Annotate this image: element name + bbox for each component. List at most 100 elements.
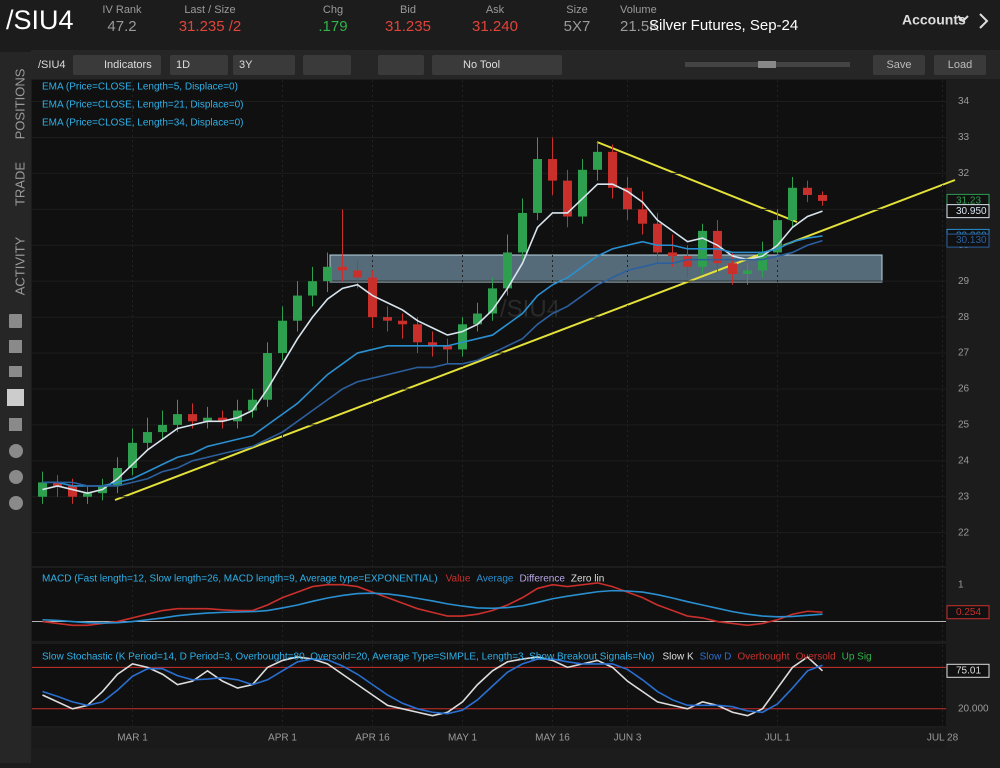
candle-body xyxy=(458,324,467,350)
plots: MAR 1 APR 1 APR 16 MAY 1 MAY 16 JUN 3 JUL 1 JUL… xyxy=(32,80,990,744)
icon[interactable] xyxy=(9,418,22,431)
icon[interactable] xyxy=(9,470,23,484)
y-tick-label: 28 xyxy=(958,312,970,323)
candle-body xyxy=(683,256,692,267)
stoch-panel xyxy=(32,644,946,726)
downtrend-line[interactable] xyxy=(596,141,798,223)
candle-body xyxy=(263,353,272,400)
y-tick-label: 32 xyxy=(958,168,970,179)
watermark: /SIU4 xyxy=(500,295,560,322)
candle-body xyxy=(428,342,437,346)
price-label: 75.01 xyxy=(956,665,981,676)
y-tick-label: 20.000 xyxy=(958,703,989,714)
field-label: Last / Size xyxy=(184,4,235,16)
save-button[interactable] xyxy=(873,55,925,75)
support-zone[interactable] xyxy=(329,254,883,283)
legend-item: Up Sig xyxy=(842,652,872,663)
field-value: 21.5K xyxy=(620,18,659,35)
candle-body xyxy=(818,194,827,201)
save-label: Save xyxy=(886,59,911,71)
scroll-thumb[interactable] xyxy=(758,61,776,68)
side-tab[interactable]: ACTIVITY xyxy=(12,236,27,295)
candle-body xyxy=(338,266,347,271)
x-tick-label: MAR 1 xyxy=(117,733,148,744)
x-tick-label: APR 16 xyxy=(355,733,390,744)
y-tick-label: 25 xyxy=(958,420,970,431)
candle-body xyxy=(623,187,632,210)
period-label: 3Y xyxy=(239,59,253,71)
period-select[interactable] xyxy=(233,55,295,75)
candle-body xyxy=(83,493,92,497)
side-tab[interactable]: TRADE xyxy=(12,162,27,206)
candle-body xyxy=(653,223,662,253)
icon[interactable] xyxy=(9,496,23,510)
accounts-menu[interactable]: Accounts xyxy=(902,12,966,28)
study-line xyxy=(42,655,824,717)
legend-item: Overbought xyxy=(737,652,789,663)
indicators-label: Indicators xyxy=(104,59,152,71)
drawing-select[interactable] xyxy=(378,55,424,75)
icon[interactable] xyxy=(7,389,24,406)
candle-body xyxy=(113,468,122,486)
x-tick-label: MAY 16 xyxy=(535,733,570,744)
icon[interactable] xyxy=(9,340,22,353)
sidebar xyxy=(0,52,31,763)
price-label: 0.254 xyxy=(956,607,981,618)
candle-body xyxy=(443,345,452,350)
candle-body xyxy=(128,442,137,468)
study-label: EMA (Price=CLOSE, Length=21, Displace=0) xyxy=(42,100,244,111)
chevron[interactable] xyxy=(979,13,989,29)
legend-item: Value xyxy=(446,574,471,585)
aggregation-select[interactable] xyxy=(170,55,228,75)
candle-body xyxy=(668,252,677,257)
icon[interactable] xyxy=(9,366,22,377)
y-tick-label: 24 xyxy=(958,455,970,466)
candle-body xyxy=(758,252,767,271)
style-select[interactable] xyxy=(303,55,351,75)
candle-body xyxy=(713,230,722,264)
candle-body xyxy=(323,266,332,282)
study-label: EMA (Price=CLOSE, Length=5, Displace=0) xyxy=(42,82,238,93)
side-icons xyxy=(7,314,24,510)
legend-item: Difference xyxy=(520,574,566,585)
field-label: Volume xyxy=(620,4,657,16)
side-tab[interactable]: POSITIONS xyxy=(12,68,27,139)
candle-body xyxy=(203,417,212,422)
icon[interactable] xyxy=(9,444,23,458)
candle-body xyxy=(308,281,317,296)
candle-body xyxy=(248,399,257,411)
load-button[interactable] xyxy=(934,55,986,75)
candle-body xyxy=(803,187,812,195)
indicators-button[interactable] xyxy=(73,55,161,75)
candle-body xyxy=(533,159,542,213)
candle-body xyxy=(773,220,782,253)
candle-body xyxy=(563,180,572,217)
legend-item: Zero lin xyxy=(571,574,604,585)
candle-body xyxy=(143,432,152,443)
uptrend-line[interactable] xyxy=(114,179,956,501)
field-label: Chg xyxy=(323,4,343,16)
candle-body xyxy=(353,270,362,278)
candle-body xyxy=(53,482,62,486)
study-label: MACD (Fast length=12, Slow length=26, MA… xyxy=(42,574,438,585)
field-label: Size xyxy=(566,4,587,16)
icon[interactable] xyxy=(9,314,22,328)
study-line xyxy=(42,582,823,627)
candle-body xyxy=(518,212,527,253)
chevron xyxy=(957,15,969,23)
tool-select[interactable] xyxy=(432,55,562,75)
candle-body xyxy=(578,169,587,217)
price-panel xyxy=(32,80,946,566)
candle-body xyxy=(503,252,512,289)
candle-body xyxy=(233,410,242,422)
x-tick-label: JUL 1 xyxy=(765,733,791,744)
quote-fields: IV Rank 47.2 Last / Size 31.235 /2 Chg .179 Bi… xyxy=(102,4,659,35)
study-line xyxy=(42,589,823,624)
field-value: .179 xyxy=(318,18,347,35)
candle-body xyxy=(293,295,302,321)
candle-body xyxy=(173,414,182,425)
y-tick-label: 26 xyxy=(958,384,970,395)
candle-body xyxy=(638,209,647,224)
